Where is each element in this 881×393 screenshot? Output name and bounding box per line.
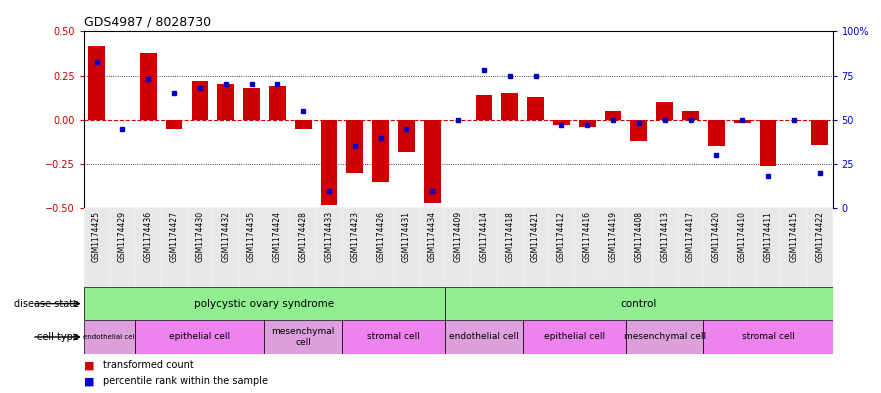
Bar <box>321 120 337 205</box>
Text: GSM1174408: GSM1174408 <box>634 211 643 262</box>
Bar <box>626 320 703 354</box>
Text: GSM1174427: GSM1174427 <box>169 211 179 262</box>
Bar <box>759 120 776 166</box>
Bar <box>136 320 264 354</box>
Bar <box>656 102 673 120</box>
Text: stromal cell: stromal cell <box>742 332 795 342</box>
Bar <box>553 120 570 125</box>
Text: cell type: cell type <box>37 332 79 342</box>
Text: GSM1174431: GSM1174431 <box>402 211 411 262</box>
Bar <box>191 81 208 120</box>
Bar <box>218 84 234 120</box>
Text: GSM1174419: GSM1174419 <box>609 211 618 262</box>
Text: GSM1174434: GSM1174434 <box>428 211 437 262</box>
Text: stromal cell: stromal cell <box>367 332 420 342</box>
Text: control: control <box>621 299 657 309</box>
Text: mesenchymal cell: mesenchymal cell <box>624 332 706 342</box>
Text: GSM1174413: GSM1174413 <box>660 211 670 262</box>
Bar <box>398 120 415 152</box>
Text: GSM1174414: GSM1174414 <box>479 211 488 262</box>
Bar <box>682 111 699 120</box>
Bar <box>631 120 648 141</box>
Text: GSM1174411: GSM1174411 <box>764 211 773 261</box>
Bar <box>476 95 492 120</box>
Text: endothelial cell: endothelial cell <box>449 332 519 342</box>
Bar <box>295 120 312 129</box>
Text: GSM1174420: GSM1174420 <box>712 211 721 262</box>
Text: GSM1174417: GSM1174417 <box>686 211 695 262</box>
Bar <box>243 88 260 120</box>
Text: endothelial cell: endothelial cell <box>83 334 137 340</box>
Bar <box>140 53 157 120</box>
Bar <box>264 320 342 354</box>
Text: GSM1174429: GSM1174429 <box>118 211 127 262</box>
Bar <box>445 287 833 320</box>
Text: GSM1174425: GSM1174425 <box>93 211 101 262</box>
Text: GSM1174428: GSM1174428 <box>299 211 307 261</box>
Bar <box>708 120 725 146</box>
Bar <box>501 94 518 120</box>
Bar <box>522 320 626 354</box>
Text: GSM1174412: GSM1174412 <box>557 211 566 261</box>
Bar <box>346 120 363 173</box>
Text: GSM1174422: GSM1174422 <box>815 211 824 261</box>
Bar <box>703 320 833 354</box>
Bar <box>373 120 389 182</box>
Text: GSM1174421: GSM1174421 <box>531 211 540 261</box>
Text: GSM1174423: GSM1174423 <box>351 211 359 262</box>
Text: GDS4987 / 8028730: GDS4987 / 8028730 <box>84 16 211 29</box>
Text: transformed count: transformed count <box>103 360 194 371</box>
Text: GSM1174432: GSM1174432 <box>221 211 230 262</box>
Bar <box>527 97 544 120</box>
Text: GSM1174416: GSM1174416 <box>582 211 592 262</box>
Bar <box>734 120 751 123</box>
Text: GSM1174433: GSM1174433 <box>324 211 334 262</box>
Bar <box>84 287 445 320</box>
Text: percentile rank within the sample: percentile rank within the sample <box>103 376 268 386</box>
Text: GSM1174424: GSM1174424 <box>273 211 282 262</box>
Text: GSM1174418: GSM1174418 <box>506 211 515 261</box>
Text: polycystic ovary syndrome: polycystic ovary syndrome <box>195 299 335 309</box>
Bar <box>88 46 105 120</box>
Text: epithelial cell: epithelial cell <box>544 332 605 342</box>
Bar <box>342 320 445 354</box>
Text: GSM1174409: GSM1174409 <box>454 211 463 262</box>
Text: ■: ■ <box>84 360 94 371</box>
Bar <box>579 120 596 127</box>
Text: ■: ■ <box>84 376 94 386</box>
Text: GSM1174435: GSM1174435 <box>247 211 256 262</box>
Bar <box>811 120 828 145</box>
Text: disease state: disease state <box>14 299 79 309</box>
Text: GSM1174415: GSM1174415 <box>789 211 798 262</box>
Bar <box>445 320 522 354</box>
Text: GSM1174410: GSM1174410 <box>737 211 747 262</box>
Bar <box>166 120 182 129</box>
Bar <box>269 86 285 120</box>
Text: GSM1174426: GSM1174426 <box>376 211 385 262</box>
Text: mesenchymal
cell: mesenchymal cell <box>271 327 335 347</box>
Text: GSM1174430: GSM1174430 <box>196 211 204 262</box>
Bar <box>84 320 136 354</box>
Bar <box>604 111 621 120</box>
Text: GSM1174436: GSM1174436 <box>144 211 152 262</box>
Bar <box>424 120 440 203</box>
Text: epithelial cell: epithelial cell <box>169 332 231 342</box>
